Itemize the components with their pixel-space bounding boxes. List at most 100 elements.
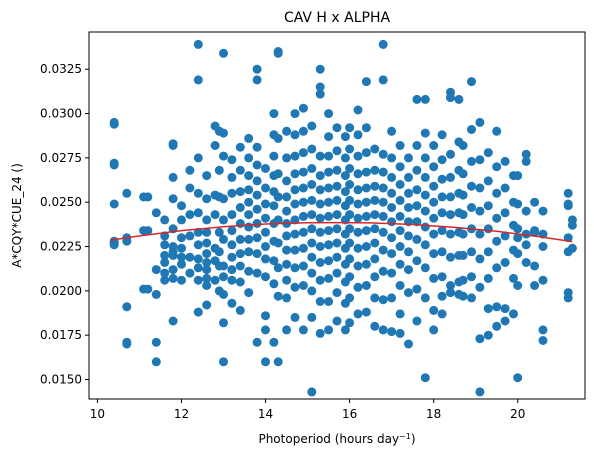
data-point — [484, 224, 493, 233]
data-point — [387, 173, 396, 182]
data-point — [522, 157, 531, 166]
data-point — [236, 166, 245, 175]
data-point — [307, 224, 316, 233]
data-point — [333, 146, 342, 155]
x-tick-label: 18 — [426, 407, 441, 421]
data-point — [253, 219, 262, 228]
data-point — [396, 260, 405, 269]
data-point — [282, 231, 291, 240]
data-point — [354, 228, 363, 237]
data-point — [282, 246, 291, 255]
data-point — [396, 242, 405, 251]
data-point — [244, 171, 253, 180]
data-point — [177, 276, 186, 285]
data-point — [396, 180, 405, 189]
data-point — [261, 325, 270, 334]
data-point — [467, 125, 476, 134]
data-point — [475, 254, 484, 263]
data-point — [501, 304, 510, 313]
data-point — [564, 293, 573, 302]
data-point — [299, 228, 308, 237]
data-point — [530, 198, 539, 207]
data-point — [324, 184, 333, 193]
data-point — [227, 226, 236, 235]
data-point — [370, 224, 379, 233]
data-point — [299, 244, 308, 253]
data-point — [324, 297, 333, 306]
data-point — [446, 192, 455, 201]
data-point — [492, 127, 501, 136]
data-point — [370, 239, 379, 248]
data-point — [513, 224, 522, 233]
data-point — [227, 253, 236, 262]
data-point — [202, 281, 211, 290]
data-point — [324, 226, 333, 235]
data-point — [522, 207, 531, 216]
data-point — [244, 235, 253, 244]
data-point — [354, 130, 363, 139]
data-point — [316, 329, 325, 338]
data-point — [467, 182, 476, 191]
data-point — [362, 168, 371, 177]
data-point — [459, 251, 468, 260]
data-point — [269, 279, 278, 288]
data-point — [211, 276, 220, 285]
data-point — [333, 196, 342, 205]
data-point — [169, 173, 178, 182]
data-point — [396, 162, 405, 171]
data-point — [316, 228, 325, 237]
data-point — [492, 302, 501, 311]
data-point — [421, 173, 430, 182]
data-point — [236, 278, 245, 287]
data-point — [324, 274, 333, 283]
data-point — [316, 276, 325, 285]
data-point — [110, 200, 119, 209]
data-point — [202, 239, 211, 248]
data-point — [429, 198, 438, 207]
data-point — [333, 166, 342, 175]
data-point — [421, 191, 430, 200]
data-point — [169, 274, 178, 283]
data-point — [307, 180, 316, 189]
data-point — [307, 196, 316, 205]
data-point — [539, 336, 548, 345]
data-point — [370, 182, 379, 191]
data-point — [387, 153, 396, 162]
data-point — [219, 357, 228, 366]
data-point — [143, 285, 152, 294]
y-axis-ticks: 0.01500.01750.02000.02250.02500.02750.03… — [40, 62, 89, 386]
x-tick-label: 20 — [510, 407, 525, 421]
data-point — [244, 288, 253, 297]
data-point — [492, 162, 501, 171]
data-point — [324, 168, 333, 177]
data-point — [438, 192, 447, 201]
data-point — [333, 239, 342, 248]
data-point — [324, 198, 333, 207]
data-point — [362, 281, 371, 290]
data-point — [299, 262, 308, 271]
data-point — [492, 263, 501, 272]
data-point — [269, 152, 278, 161]
data-point — [484, 148, 493, 157]
data-point — [379, 184, 388, 193]
data-point — [227, 210, 236, 219]
data-point — [345, 210, 354, 219]
data-point — [194, 208, 203, 217]
data-point — [379, 228, 388, 237]
y-tick-label: 0.0175 — [40, 328, 82, 342]
data-point — [333, 269, 342, 278]
data-point — [253, 191, 262, 200]
data-point — [362, 123, 371, 132]
data-point — [177, 244, 186, 253]
data-point — [404, 247, 413, 256]
data-point — [122, 189, 131, 198]
data-point — [253, 233, 262, 242]
data-point — [370, 272, 379, 281]
data-point — [185, 231, 194, 240]
data-point — [370, 166, 379, 175]
data-point — [467, 203, 476, 212]
data-point — [475, 155, 484, 164]
data-point — [387, 203, 396, 212]
data-point — [492, 322, 501, 331]
data-point — [379, 325, 388, 334]
